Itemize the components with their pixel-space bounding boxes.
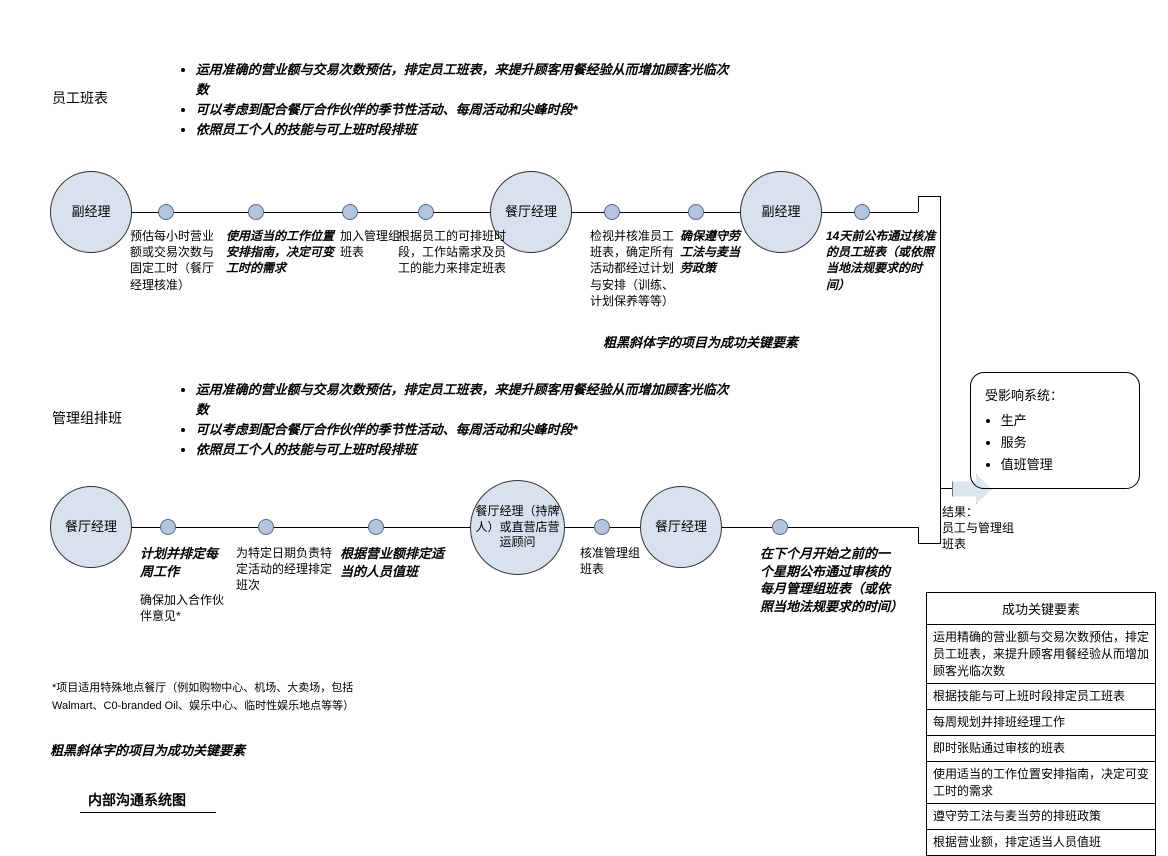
kf-row-1: 根据技能与可上班时段排定员工班表 [927,684,1155,710]
row2-bullet-1: 可以考虑到配合餐厅合作伙伴的季节性活动、每周活动和尖峰时段* [196,420,740,440]
row2-bullet-0: 运用准确的营业额与交易次数预估，排定员工班表，来提升顾客用餐经验从而增加顾客光临… [196,380,740,420]
row1-line-up [918,196,919,212]
row1-note: 粗黑斜体字的项目为成功关键要素 [603,332,798,351]
footnote: *项目适用特殊地点餐厅（例如购物中心、机场、大卖场，包括 Walmart、C0-… [52,680,472,715]
row2-bullets: 运用准确的营业额与交易次数预估，排定员工班表，来提升顾客用餐经验从而增加顾客光临… [180,380,740,461]
row1-step-3: 加入管理组班表 [340,228,400,260]
affected-item-0: 生产 [1001,410,1125,432]
kf-row-6: 根据营业额，排定适当人员值班 [927,830,1155,855]
row2-line-bottom [918,543,940,544]
row1-label: 员工班表 [52,88,108,108]
row1-dot-3 [342,204,358,220]
row2-step-3: 根据营业额排定适当的人员值班 [340,545,450,580]
kf-row-5: 遵守劳工法与麦当劳的排班政策 [927,804,1155,830]
row2-dot-2 [258,519,274,535]
row1-step-4: 根据员工的可排班时段，工作站需求及员工的能力来排定班表 [398,228,506,277]
merge-vline [940,196,941,544]
row2-dot-3 [368,519,384,535]
row2-bullet-2: 依照员工个人的技能与可上班时段排班 [196,440,740,460]
row1-bullets: 运用准确的营业额与交易次数预估，排定员工班表，来提升顾客用餐经验从而增加顾客光临… [180,60,740,141]
row2-step-4: 核准管理组班表 [580,545,650,577]
row1-step-6: 确保遵守劳工法与麦当劳政策 [680,228,750,277]
kf-row-0: 运用精确的营业额与交易次数预估，排定员工班表，来提升顾客用餐经验从而增加顾客光临… [927,625,1155,684]
row1-step-7: 14天前公布通过核准的员工班表（或依照当地法规要求的时间） [826,228,936,293]
kf-row-4: 使用适当的工作位置安排指南，决定可变工时的需求 [927,762,1155,805]
row1-step-2: 使用适当的工作位置安排指南，决定可变工时的需求 [226,228,334,277]
row1-step-5: 检视并核准员工班表，确定所有活动都经过计划与安排（训练、计划保养等等） [590,228,678,309]
row1-bullet-2: 依照员工个人的技能与可上班时段排班 [196,120,740,140]
row1-node-3: 副经理 [740,171,822,253]
row1-step-1: 预估每小时营业额或交易次数与固定工时（餐厅经理核准） [130,228,220,293]
merge-to-arrow [940,488,954,489]
diagram-caption: 内部沟通系统图 [80,790,216,813]
key-factors-title: 成功关键要素 [927,593,1155,625]
row1-dot-2 [248,204,264,220]
kf-row-3: 即时张贴通过审核的班表 [927,736,1155,762]
affected-title: 受影响系统： [985,385,1125,404]
row1-dot-6 [688,204,704,220]
results-label: 结果： 员工与管理组班表 [942,504,1022,553]
row1-dot-4 [418,204,434,220]
row2-step-1: 计划并排定每周工作 [140,545,230,580]
key-factors-table: 成功关键要素 运用精确的营业额与交易次数预估，排定员工班表，来提升顾客用餐经验从… [926,592,1156,856]
affected-panel: 受影响系统： 生产 服务 值班管理 [970,372,1140,489]
row2-node-2: 餐厅经理（持牌人）或直营店营运顾问 [470,480,565,575]
row2-step-1b: 确保加入合作伙伴意见* [140,592,230,624]
row2-dot-1 [160,519,176,535]
row2-step-5: 在下个月开始之前的一个星期公布通过审核的每月管理组班表（或依照当地法规要求的时间… [760,545,900,615]
row1-dot-1 [158,204,174,220]
affected-item-1: 服务 [1001,432,1125,454]
affected-item-2: 值班管理 [1001,454,1125,476]
row2-step-2: 为特定日期负责特定活动的经理排定班次 [236,545,336,594]
row2-label: 管理组排班 [52,408,122,428]
row1-node-1: 副经理 [50,171,132,253]
legend-note: 粗黑斜体字的项目为成功关键要素 [50,740,245,759]
row1-bullet-0: 运用准确的营业额与交易次数预估，排定员工班表，来提升顾客用餐经验从而增加顾客光临… [196,60,740,100]
row2-line-down [918,527,919,543]
row2-node-3: 餐厅经理 [640,486,722,568]
row2-node-1: 餐厅经理 [50,486,132,568]
row2-dot-4 [594,519,610,535]
row2-dot-5 [772,519,788,535]
row1-line-top [918,196,940,197]
row1-dot-7 [854,204,870,220]
kf-row-2: 每周规划并排班经理工作 [927,710,1155,736]
row1-dot-5 [604,204,620,220]
row1-bullet-1: 可以考虑到配合餐厅合作伙伴的季节性活动、每周活动和尖峰时段* [196,100,740,120]
